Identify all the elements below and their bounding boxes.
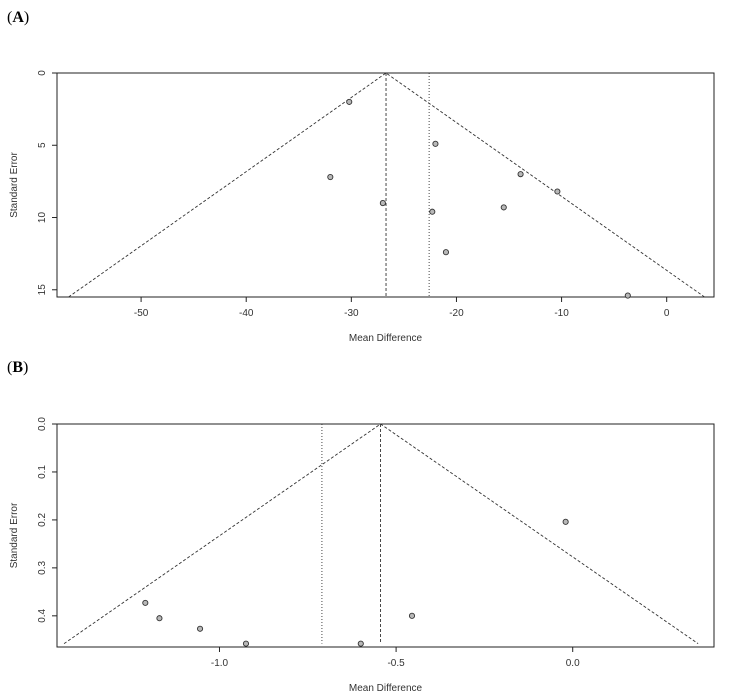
chart-b-group: -1.0 -0.5 0.0 0.0 0.1 0.2 0.3 0.4 Mean Differenc…	[9, 417, 715, 694]
chart-b-x-tick-label: 0.0	[566, 658, 580, 669]
chart-b-y-axis-title: Standard Error	[9, 502, 20, 568]
chart-a-group: -50 -40 -30 -20 -10 0 0 5 10 15 Mean Difference Sta…	[9, 70, 715, 344]
panel-label-a-open: (	[7, 9, 13, 26]
panel-label-b: (B)	[7, 359, 28, 377]
chart-a-funnel-lines	[68, 72, 705, 298]
chart-b-x-tick-label: -1.0	[211, 658, 229, 669]
chart-a-data-point	[624, 292, 631, 299]
chart-b-y-tick-label: 0.3	[37, 560, 48, 574]
chart-a-y-tick-label: 10	[37, 212, 48, 224]
chart-a-x-tick-label: -50	[134, 308, 149, 319]
panel-label-b-letter: B	[12, 359, 23, 376]
chart-b-y-tick-label: 0.0	[37, 417, 48, 431]
chart-b-x-tick-label: -0.5	[387, 658, 405, 669]
chart-a-data-point	[327, 174, 334, 181]
chart-a-x-tick-label: -30	[344, 308, 359, 319]
chart-a-data-point	[442, 249, 449, 256]
chart-a-data-point	[432, 140, 439, 147]
chart-b-y-tick-label: 0.2	[37, 513, 48, 527]
chart-a-y-axis-title: Standard Error	[9, 152, 20, 218]
chart-a-data-point	[346, 98, 353, 105]
chart-b-plot-frame	[56, 423, 715, 648]
panel-label-b-close: )	[23, 359, 29, 376]
chart-a-x-axis-title: Mean Difference	[349, 333, 423, 344]
chart-a-plot-frame	[56, 72, 715, 298]
chart-b-data-point	[357, 640, 364, 647]
chart-b-y-tick-label: 0.1	[37, 465, 48, 479]
panel-label-b-open: (	[7, 359, 13, 376]
panel-label-a-letter: A	[12, 9, 24, 26]
chart-b-data-point	[197, 625, 204, 632]
panel-label-a: (A)	[7, 9, 29, 27]
chart-b-data-point	[242, 640, 250, 647]
chart-a-data-point	[554, 188, 561, 195]
chart-b-data-point	[408, 612, 416, 619]
chart-b-data-point	[562, 518, 569, 525]
chart-a-x-tick-label: -40	[239, 308, 254, 319]
chart-a-x-tick-label: -20	[449, 308, 464, 319]
chart-a-y-tick-label: 5	[37, 142, 48, 148]
chart-a-data-point	[517, 171, 524, 178]
chart-a-y-tick-label: 0	[37, 70, 48, 76]
chart-b-data-point	[142, 599, 149, 606]
chart-b-data-point	[156, 615, 163, 622]
chart-b-y-tick-label: 0.4	[37, 608, 48, 622]
chart-b-funnel-lines	[63, 423, 699, 645]
panel-label-a-close: )	[23, 9, 30, 26]
chart-a-y-tick-label: 15	[37, 284, 48, 296]
chart-a-x-tick-label: 0	[664, 308, 670, 319]
chart-a-data-point	[429, 208, 436, 215]
chart-b-x-axis-title: Mean Difference	[349, 683, 423, 694]
chart-a-x-tick-label: -10	[554, 308, 569, 319]
chart-a-data-point	[379, 200, 386, 207]
chart-a-data-point	[500, 204, 507, 211]
